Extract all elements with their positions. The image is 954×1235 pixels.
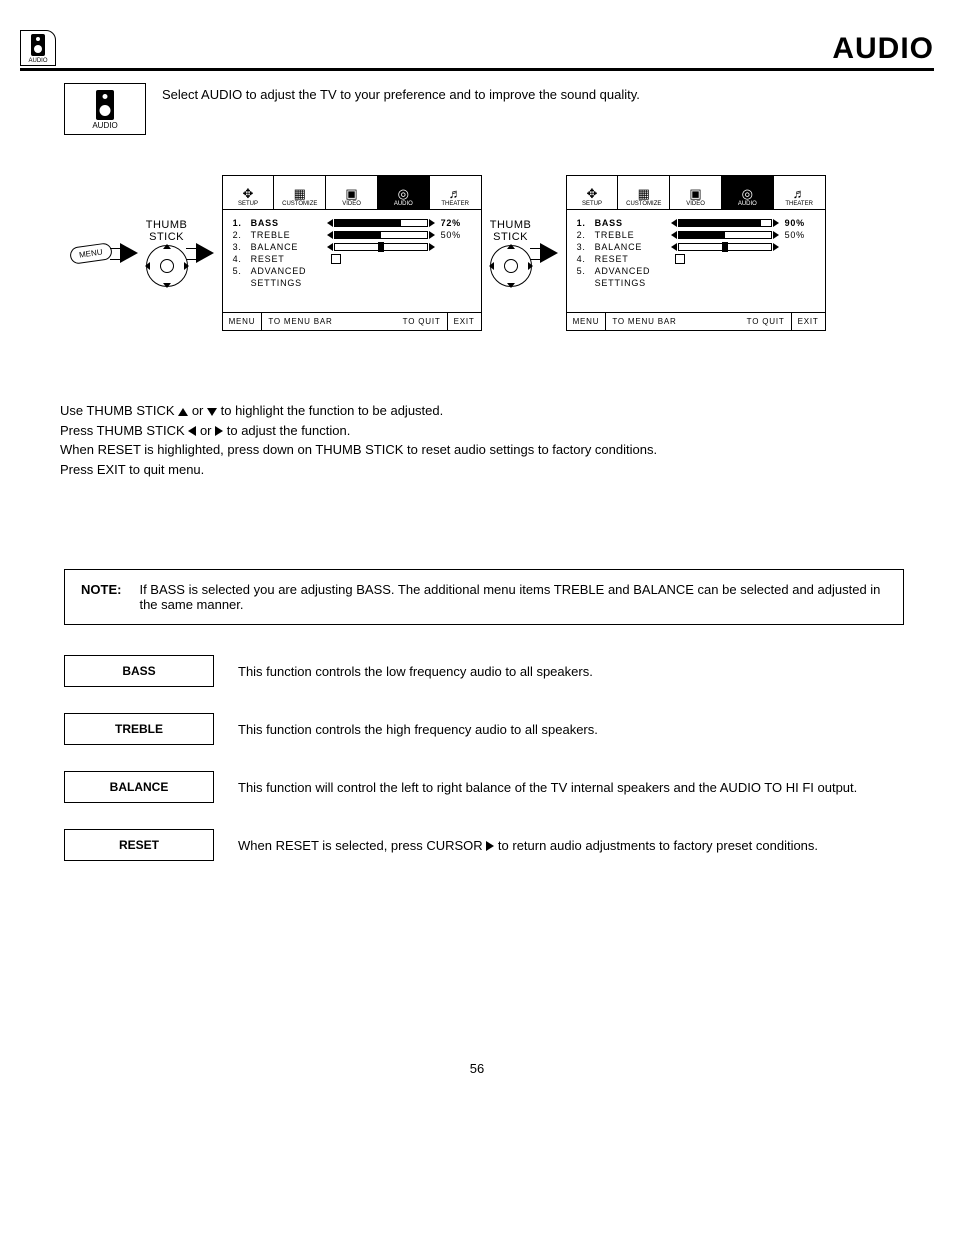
def-row: TREBLE This function controls the high f… [64, 713, 934, 745]
osd-tab-customize: ▦CUSTOMIZE [274, 176, 326, 209]
def-term: BASS [64, 655, 214, 687]
definitions: BASS This function controls the low freq… [64, 655, 934, 861]
osd-tab-setup: ✥SETUP [567, 176, 619, 209]
def-text: This function controls the high frequenc… [238, 722, 598, 737]
def-term: BALANCE [64, 771, 214, 803]
right-triangle-icon [215, 426, 223, 436]
osd-item: 5.ADVANCED [577, 266, 815, 276]
osd-tab-customize: ▦CUSTOMIZE [618, 176, 670, 209]
thumb-stick-block: THUMB STICK [490, 219, 532, 287]
speaker-icon [96, 90, 114, 120]
def-text: When RESET is selected, press CURSOR to … [238, 838, 818, 853]
arrow-icon [540, 243, 558, 263]
up-triangle-icon [178, 408, 188, 416]
instruction-line: Press EXIT to quit menu. [60, 460, 934, 480]
thumb-stick-block: THUMB STICK [146, 219, 188, 287]
intro-text: Select AUDIO to adjust the TV to your pr… [162, 83, 640, 102]
osd-tab-audio: ◎AUDIO [378, 176, 430, 209]
osd-item: 5.ADVANCED [233, 266, 471, 276]
osd-item: 3.BALANCE [577, 242, 815, 252]
osd-item: 2.TREBLE50% [577, 230, 815, 240]
menu-key: MENU [69, 242, 113, 265]
def-term: RESET [64, 829, 214, 861]
arrow-icon [120, 243, 138, 263]
header-icon-label: AUDIO [28, 58, 47, 64]
thumb-stick-icon [490, 245, 532, 287]
page-header: AUDIO AUDIO [20, 30, 934, 71]
osd-item: 4.RESET [233, 254, 471, 264]
header-audio-icon-box: AUDIO [20, 30, 56, 66]
speaker-icon [31, 34, 45, 56]
osd-tab-audio: ◎AUDIO [722, 176, 774, 209]
osd-tab-theater: ♬THEATER [774, 176, 825, 209]
osd-screen-1: ✥SETUP▦CUSTOMIZE▣VIDEO◎AUDIO♬THEATER 1.BA… [222, 175, 482, 331]
osd-item: SETTINGS [577, 278, 815, 288]
osd-item: 3.BALANCE [233, 242, 471, 252]
instruction-line: Press THUMB STICK or to adjust the funct… [60, 421, 934, 441]
intro-row: AUDIO Select AUDIO to adjust the TV to y… [64, 83, 934, 135]
instruction-line: When RESET is highlighted, press down on… [60, 440, 934, 460]
note-box: NOTE: If BASS is selected you are adjust… [64, 569, 904, 625]
thumb-stick-icon [146, 245, 188, 287]
intro-icon-label: AUDIO [92, 121, 117, 130]
osd-tab-video: ▣VIDEO [670, 176, 722, 209]
osd-item: 4.RESET [577, 254, 815, 264]
intro-audio-icon-box: AUDIO [64, 83, 146, 135]
thumb-label-1: THUMB [490, 219, 532, 231]
osd-item: 1.BASS72% [233, 218, 471, 228]
def-row: RESET When RESET is selected, press CURS… [64, 829, 934, 861]
diagram-row: MENU THUMB STICK ✥SETUP▦CUSTOMIZE▣VIDEO◎… [70, 175, 934, 331]
osd-item: 2.TREBLE50% [233, 230, 471, 240]
thumb-label-2: STICK [146, 231, 188, 243]
def-text: This function controls the low frequency… [238, 664, 593, 679]
def-row: BALANCE This function will control the l… [64, 771, 934, 803]
page-number: 56 [20, 1061, 934, 1076]
osd-item: SETTINGS [233, 278, 471, 288]
down-triangle-icon [207, 408, 217, 416]
instructions: Use THUMB STICK or to highlight the func… [60, 401, 934, 479]
page-title: AUDIO [832, 32, 934, 66]
thumb-label-1: THUMB [146, 219, 188, 231]
def-text: This function will control the left to r… [238, 780, 857, 795]
def-term: TREBLE [64, 713, 214, 745]
note-text: If BASS is selected you are adjusting BA… [139, 582, 887, 612]
arrow-icon [196, 243, 214, 263]
osd-tab-video: ▣VIDEO [326, 176, 378, 209]
thumb-label-2: STICK [490, 231, 532, 243]
osd-tab-theater: ♬THEATER [430, 176, 481, 209]
def-row: BASS This function controls the low freq… [64, 655, 934, 687]
note-label: NOTE: [81, 582, 121, 612]
osd-item: 1.BASS90% [577, 218, 815, 228]
osd-screen-2: ✥SETUP▦CUSTOMIZE▣VIDEO◎AUDIO♬THEATER 1.BA… [566, 175, 826, 331]
instruction-line: Use THUMB STICK or to highlight the func… [60, 401, 934, 421]
osd-tab-setup: ✥SETUP [223, 176, 275, 209]
